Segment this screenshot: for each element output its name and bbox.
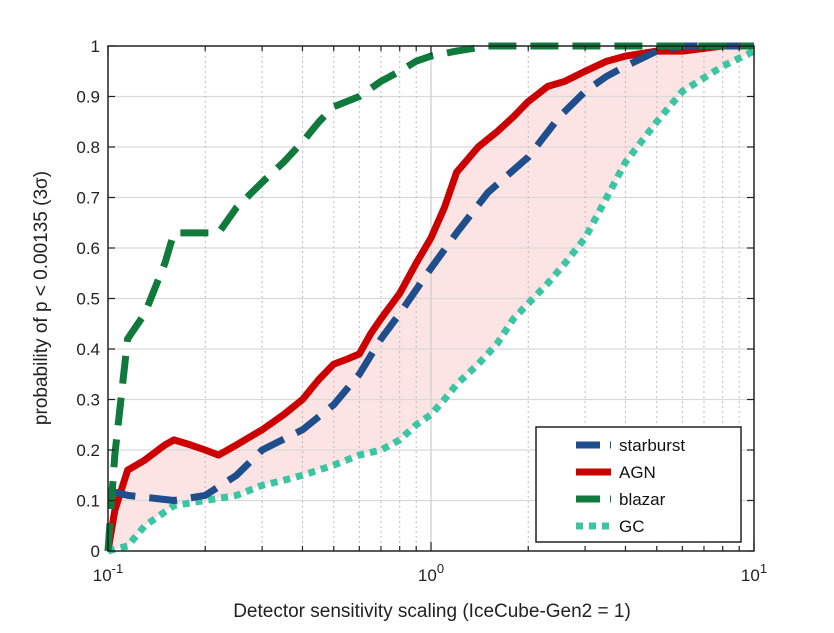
legend: starburst AGN blazar GC — [535, 426, 742, 543]
series-layer — [104, 42, 756, 555]
series-line-starburst — [107, 42, 754, 504]
y-tick-label: 0 — [91, 542, 100, 561]
x-tick-label: 10-1 — [93, 561, 123, 585]
series-line-agn — [104, 42, 754, 552]
y-tick-label: 0.2 — [76, 441, 100, 460]
x-axis-label: Detector sensitivity scaling (IceCube-Ge… — [233, 601, 631, 622]
series-line-gc — [107, 47, 756, 555]
y-tick-label: 0.5 — [76, 290, 100, 309]
legend-label-agn: AGN — [619, 463, 656, 482]
y-tick-label: 0.6 — [76, 239, 100, 258]
y-axis-label: probability of p < 0.00135 (3σ) — [31, 171, 52, 425]
legend-label-blazar: blazar — [619, 490, 666, 509]
y-tick-label: 1 — [91, 37, 100, 56]
x-tick-label: 101 — [741, 561, 767, 585]
y-tick-label: 0.9 — [76, 88, 100, 107]
legend-box — [535, 426, 742, 543]
x-tick-label: 100 — [418, 561, 444, 585]
y-tick-label: 0.8 — [76, 138, 100, 157]
y-tick-label: 0.1 — [76, 492, 100, 511]
series-line-blazar — [104, 42, 754, 552]
tick-layer: 0 0.1 0.2 0.3 0.4 0.5 0.6 0.7 0.8 0.9 1 10-1 100 101 — [76, 37, 767, 585]
y-tick-label: 0.3 — [76, 391, 100, 410]
legend-label-starburst: starburst — [619, 436, 685, 455]
y-tick-label: 0.4 — [76, 340, 100, 359]
legend-label-gc: GC — [619, 517, 645, 536]
y-tick-label: 0.7 — [76, 189, 100, 208]
